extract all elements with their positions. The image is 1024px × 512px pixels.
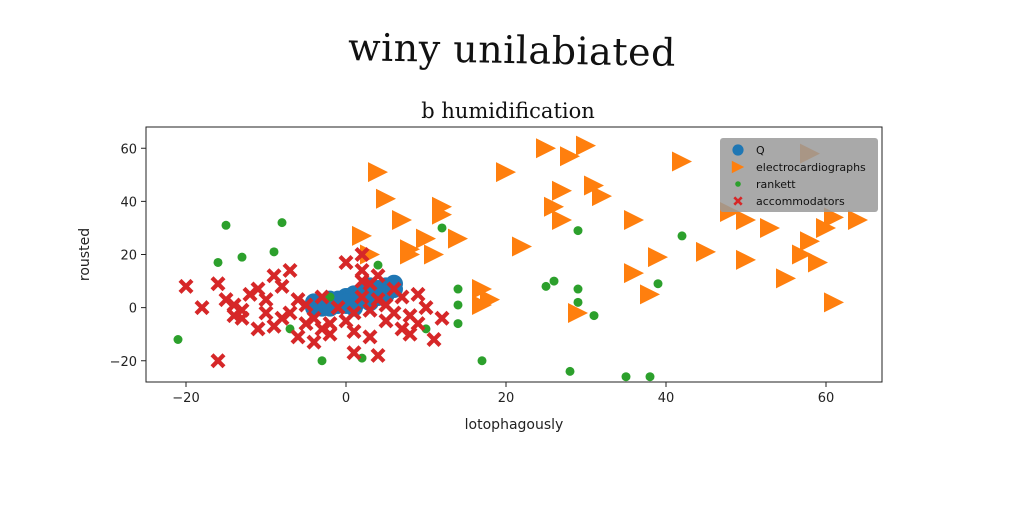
- data-point-electrocardiographs: [512, 237, 532, 257]
- data-point-accommodators: [372, 270, 384, 282]
- data-point-electrocardiographs: [352, 226, 372, 246]
- data-point-accommodators: [412, 318, 424, 330]
- data-point-rankett: [270, 247, 279, 256]
- data-point-rankett: [278, 218, 287, 227]
- data-point-rankett: [478, 356, 487, 365]
- data-point-electrocardiographs: [592, 186, 612, 206]
- data-point-electrocardiographs: [648, 247, 668, 267]
- data-point-accommodators: [428, 334, 440, 346]
- data-point-accommodators: [276, 280, 288, 292]
- data-point-rankett: [454, 285, 463, 294]
- data-point-accommodators: [412, 288, 424, 300]
- data-point-rankett: [542, 282, 551, 291]
- data-point-rankett: [574, 298, 583, 307]
- data-point-rankett: [678, 231, 687, 240]
- data-point-rankett: [622, 372, 631, 381]
- data-point-electrocardiographs: [760, 218, 780, 238]
- data-point-rankett: [550, 277, 559, 286]
- data-point-rankett: [454, 300, 463, 309]
- data-point-accommodators: [196, 302, 208, 314]
- data-point-electrocardiographs: [376, 189, 396, 209]
- y-tick-label: 60: [120, 142, 137, 157]
- data-point-electrocardiographs: [448, 229, 468, 249]
- data-point-accommodators: [260, 307, 272, 319]
- y-tick-label: 40: [120, 195, 137, 210]
- data-point-rankett: [214, 258, 223, 267]
- legend: Qelectrocardiographs rankett accommodators: [720, 138, 878, 212]
- data-point-accommodators: [212, 355, 224, 367]
- data-point-accommodators: [308, 336, 320, 348]
- data-point-rankett: [438, 223, 447, 232]
- x-tick-label: 60: [818, 391, 835, 406]
- data-point-accommodators: [436, 312, 448, 324]
- data-point-rankett: [646, 372, 655, 381]
- series-rankett: [174, 218, 687, 381]
- data-point-electrocardiographs: [808, 252, 828, 272]
- data-point-electrocardiographs: [696, 242, 716, 262]
- legend-label: electrocardiographs: [756, 161, 866, 174]
- data-point-rankett: [654, 279, 663, 288]
- data-point-accommodators: [212, 278, 224, 290]
- data-point-accommodators: [292, 331, 304, 343]
- legend-label: Q: [756, 144, 765, 157]
- data-point-accommodators: [356, 264, 368, 276]
- x-tick-label: −20: [172, 391, 199, 406]
- data-point-electrocardiographs: [576, 136, 596, 156]
- data-point-accommodators: [420, 302, 432, 314]
- data-point-accommodators: [284, 264, 296, 276]
- data-point-electrocardiographs: [824, 292, 844, 312]
- data-point-electrocardiographs: [736, 250, 756, 270]
- y-tick-label: 20: [120, 249, 137, 264]
- data-point-electrocardiographs: [776, 268, 796, 288]
- chart-title: b humidification: [421, 99, 595, 123]
- data-point-accommodators: [340, 256, 352, 268]
- y-tick-label: 0: [129, 302, 137, 317]
- data-point-rankett: [174, 335, 183, 344]
- data-point-electrocardiographs: [672, 152, 692, 172]
- data-point-rankett: [318, 356, 327, 365]
- data-point-rankett: [590, 311, 599, 320]
- data-point-accommodators: [364, 331, 376, 343]
- data-point-electrocardiographs: [552, 181, 572, 201]
- data-point-electrocardiographs: [624, 263, 644, 283]
- data-point-rankett: [735, 181, 741, 187]
- data-point-accommodators: [180, 280, 192, 292]
- data-point-rankett: [238, 253, 247, 262]
- x-tick-label: 20: [498, 391, 515, 406]
- data-point-electrocardiographs: [424, 245, 444, 265]
- x-tick-label: 40: [658, 391, 675, 406]
- data-point-accommodators: [348, 347, 360, 359]
- data-point-rankett: [222, 221, 231, 230]
- data-point-electrocardiographs: [368, 162, 388, 182]
- legend-label: rankett: [756, 178, 796, 191]
- data-point-accommodators: [348, 326, 360, 338]
- data-point-electrocardiographs: [848, 210, 868, 230]
- data-point-electrocardiographs: [736, 210, 756, 230]
- data-point-accommodators: [252, 323, 264, 335]
- data-point-electrocardiographs: [552, 210, 572, 230]
- data-point-electrocardiographs: [536, 138, 556, 158]
- data-point-rankett: [374, 261, 383, 270]
- x-tick-label: 0: [342, 391, 350, 406]
- data-point-electrocardiographs: [496, 162, 516, 182]
- data-point-rankett: [454, 319, 463, 328]
- y-tick-label: −20: [110, 355, 137, 370]
- x-axis-title: lotophagously: [465, 417, 564, 433]
- data-point-rankett: [574, 226, 583, 235]
- data-point-accommodators: [388, 307, 400, 319]
- data-point-q: [732, 144, 743, 155]
- data-point-accommodators: [260, 294, 272, 306]
- data-point-electrocardiographs: [392, 210, 412, 230]
- data-point-electrocardiographs: [624, 210, 644, 230]
- data-point-rankett: [574, 285, 583, 294]
- data-point-accommodators: [372, 349, 384, 361]
- y-axis-title: rousted: [77, 228, 93, 281]
- data-point-rankett: [566, 367, 575, 376]
- legend-label: accommodators: [756, 195, 845, 208]
